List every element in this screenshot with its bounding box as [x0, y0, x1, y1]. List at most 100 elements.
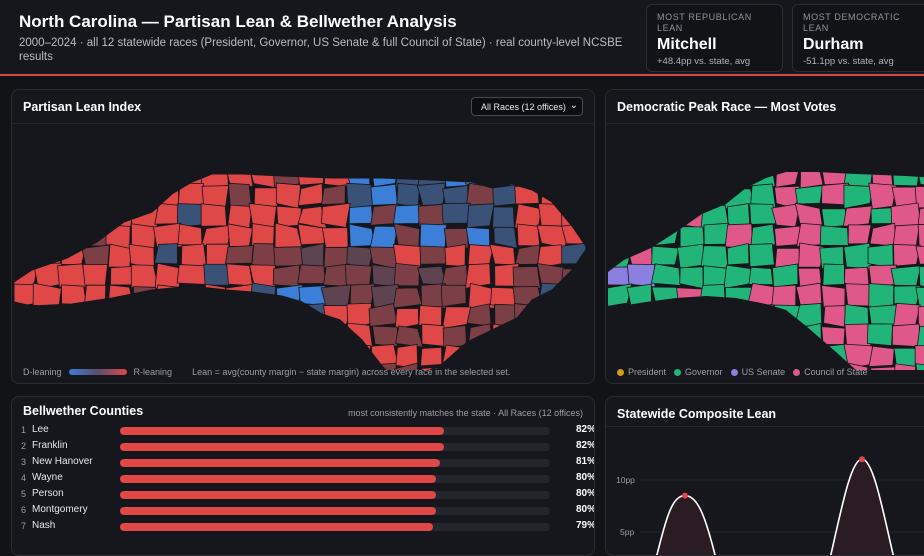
county-shape[interactable] [227, 182, 252, 209]
county-shape[interactable] [59, 206, 88, 225]
county-shape[interactable] [60, 324, 86, 349]
county-shape[interactable] [564, 182, 590, 210]
county-shape[interactable] [651, 245, 680, 266]
county-shape[interactable] [59, 343, 88, 369]
county-shape[interactable] [653, 303, 679, 327]
county-shape[interactable] [491, 323, 520, 346]
county-shape[interactable] [296, 325, 328, 347]
county-shape[interactable] [628, 345, 657, 367]
county-shape[interactable] [228, 344, 254, 370]
county-shape[interactable] [200, 168, 229, 188]
county-shape[interactable] [177, 302, 204, 328]
county-shape[interactable] [57, 263, 87, 288]
county-shape[interactable] [132, 286, 158, 305]
county-shape[interactable] [868, 283, 895, 308]
county-shape[interactable] [561, 304, 589, 328]
county-shape[interactable] [12, 165, 39, 187]
county-shape[interactable] [396, 182, 421, 208]
race-select[interactable]: All Races (12 offices) ⌄ [471, 97, 583, 116]
county-shape[interactable] [421, 323, 446, 347]
county-shape[interactable] [771, 284, 797, 308]
bellwether-row[interactable]: 7 Nash 79% [12, 519, 594, 535]
county-shape[interactable] [538, 323, 566, 349]
county-shape[interactable] [33, 164, 64, 187]
county-shape[interactable] [441, 344, 470, 369]
county-shape[interactable] [607, 185, 631, 210]
county-shape[interactable] [300, 242, 325, 268]
county-shape[interactable] [444, 244, 466, 267]
county-shape[interactable] [58, 222, 86, 247]
county-shape[interactable] [489, 243, 516, 266]
county-shape[interactable] [514, 345, 543, 367]
county-shape[interactable] [272, 264, 301, 287]
county-shape[interactable] [561, 242, 587, 265]
county-shape[interactable] [202, 323, 232, 347]
county-shape[interactable] [628, 183, 658, 207]
county-shape[interactable] [466, 203, 495, 228]
county-shape[interactable] [130, 164, 155, 189]
bellwether-row[interactable]: 2 Franklin 82% [12, 439, 594, 455]
bellwether-row[interactable]: 6 Montgomery 80% [12, 503, 594, 519]
county-shape[interactable] [80, 164, 110, 190]
county-shape[interactable] [798, 345, 821, 369]
county-shape[interactable] [466, 182, 495, 206]
county-shape[interactable] [272, 327, 304, 350]
county-shape[interactable] [723, 302, 754, 330]
county-shape[interactable] [203, 263, 231, 286]
county-shape[interactable] [416, 182, 446, 206]
county-shape[interactable] [224, 283, 255, 310]
county-shape[interactable] [275, 182, 301, 209]
county-shape[interactable] [653, 324, 677, 349]
county-shape[interactable] [606, 169, 632, 189]
county-shape[interactable] [538, 164, 565, 187]
county-shape[interactable] [843, 184, 874, 209]
county-shape[interactable] [748, 266, 774, 286]
county-shape[interactable] [35, 183, 58, 209]
county-shape[interactable] [626, 164, 655, 189]
county-shape[interactable] [514, 324, 542, 349]
county-shape[interactable] [273, 342, 304, 369]
county-shape[interactable] [701, 346, 728, 369]
county-shape[interactable] [749, 203, 777, 225]
county-shape[interactable] [81, 324, 109, 349]
county-shape[interactable] [914, 185, 924, 209]
county-shape[interactable] [868, 304, 897, 327]
county-shape[interactable] [441, 306, 472, 330]
county-shape[interactable] [443, 228, 469, 250]
county-shape[interactable] [606, 224, 631, 249]
county-shape[interactable] [12, 306, 38, 326]
county-shape[interactable] [821, 326, 846, 345]
county-shape[interactable] [441, 202, 471, 224]
county-shape[interactable] [585, 324, 595, 350]
county-shape[interactable] [891, 323, 921, 348]
county-shape[interactable] [540, 306, 563, 330]
county-shape[interactable] [586, 303, 595, 328]
county-shape[interactable] [34, 206, 64, 227]
county-shape[interactable] [585, 363, 595, 370]
county-shape[interactable] [869, 366, 896, 370]
county-shape[interactable] [83, 284, 107, 308]
county-shape[interactable] [297, 223, 325, 246]
county-shape[interactable] [298, 344, 327, 369]
county-shape[interactable] [677, 182, 704, 209]
county-shape[interactable] [106, 165, 135, 189]
county-shape[interactable] [154, 345, 184, 368]
county-shape[interactable] [156, 324, 180, 350]
county-shape[interactable] [821, 208, 848, 229]
county-shape[interactable] [12, 183, 37, 209]
county-shape[interactable] [249, 322, 278, 347]
county-shape[interactable] [561, 268, 591, 287]
county-shape[interactable] [203, 345, 229, 370]
county-shape[interactable] [154, 304, 182, 329]
county-shape[interactable] [915, 363, 924, 370]
bellwether-row[interactable]: 4 Wayne 80% [12, 471, 594, 487]
county-shape[interactable] [489, 166, 520, 188]
county-shape[interactable] [108, 303, 136, 327]
county-shape[interactable] [703, 222, 730, 245]
county-shape[interactable] [606, 343, 633, 369]
county-shape[interactable] [33, 304, 63, 329]
county-shape[interactable] [868, 345, 895, 368]
county-shape[interactable] [539, 342, 567, 369]
county-shape[interactable] [560, 163, 589, 189]
county-shape[interactable] [321, 227, 349, 249]
